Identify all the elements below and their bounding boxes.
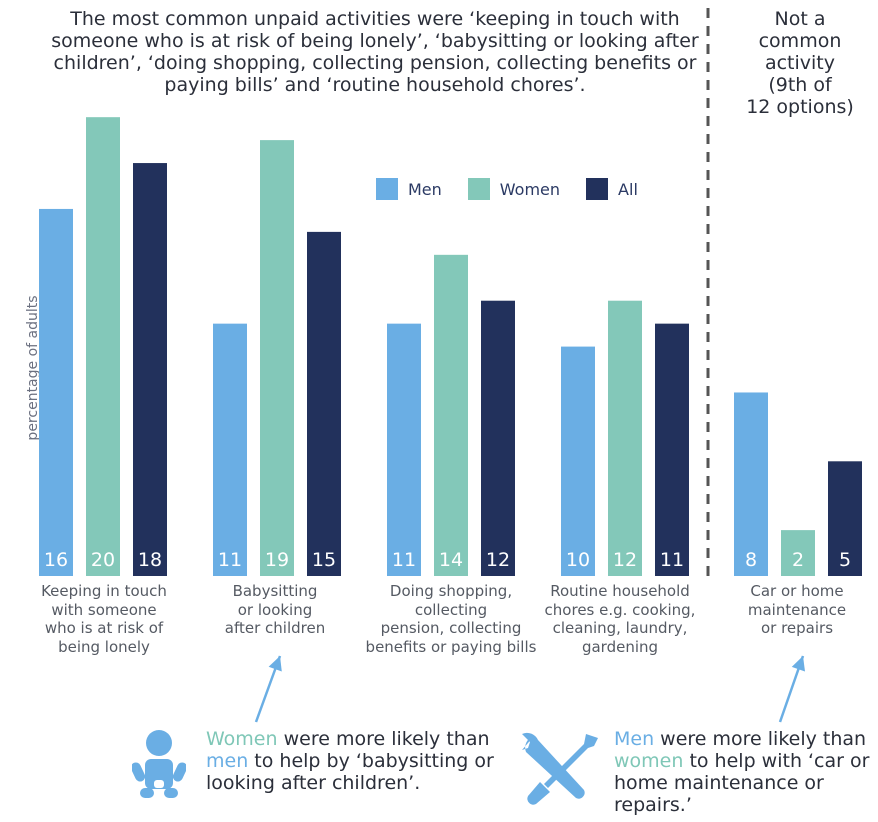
- bar-value-label: 18: [138, 549, 162, 571]
- bar-men: [387, 323, 421, 576]
- legend-swatch-women: [467, 178, 490, 200]
- callout-highlight-women: Women: [206, 728, 278, 750]
- bar-women: [781, 530, 815, 576]
- baby-icon: [132, 730, 186, 798]
- category-label: Babysitting or looking after children: [224, 582, 326, 637]
- women-callout: Women were more likely than men to help …: [206, 728, 496, 794]
- callout-text: to help with ‘car or home maintenance or…: [614, 750, 870, 816]
- bar-value-label: 11: [660, 549, 684, 571]
- bar-value-label: 2: [792, 549, 804, 571]
- legend-item-women: Women: [467, 178, 561, 200]
- bar-value-label: 5: [839, 549, 851, 571]
- callout-highlight-men: men: [206, 750, 249, 772]
- bar-women: [434, 254, 468, 576]
- bar-value-label: 12: [486, 549, 510, 571]
- callout-highlight-men: Men: [614, 728, 655, 750]
- bar-men: [734, 392, 768, 576]
- category-label: Routine household chores e.g. cooking, c…: [544, 582, 696, 656]
- bar-value-label: 20: [91, 549, 115, 571]
- callout-text: were more likely than: [277, 728, 490, 750]
- men-callout: Men were more likely than women to help …: [614, 728, 870, 816]
- callout-arrow: [778, 655, 806, 723]
- side-note-line: Not a: [774, 8, 826, 30]
- bar-women: [86, 117, 120, 577]
- bar-women: [608, 300, 642, 576]
- side-note: Not a common activity (9th of 12 options…: [730, 8, 870, 118]
- category-label: Doing shopping, collecting pension, coll…: [365, 582, 537, 656]
- side-note-line: common: [758, 30, 842, 52]
- bar-value-label: 11: [392, 549, 416, 571]
- side-note-line: (9th of: [768, 74, 832, 96]
- legend-item-men: Men: [376, 178, 442, 200]
- tools-icon: [522, 732, 598, 805]
- side-note-line: 12 options): [746, 96, 854, 118]
- bar-value-label: 10: [566, 549, 590, 571]
- callout-arrow: [254, 655, 282, 723]
- legend-item-all: All: [586, 178, 638, 200]
- category-label: Car or home maintenance or repairs: [747, 582, 847, 637]
- bar-value-label: 15: [312, 549, 336, 571]
- bar-all: [481, 300, 515, 576]
- callout-text: were more likely than: [654, 728, 867, 750]
- bar-women: [260, 140, 294, 576]
- chart-title: The most common unpaid activities were ‘…: [51, 8, 699, 96]
- legend-swatch-men: [376, 178, 398, 200]
- bar-all: [828, 461, 862, 576]
- bar-men: [39, 208, 73, 577]
- bar-value-label: 11: [218, 549, 242, 571]
- bar-value-label: 8: [745, 549, 757, 571]
- bar-value-label: 14: [439, 549, 463, 571]
- bar-value-label: 12: [613, 549, 637, 571]
- legend-swatch-all: [586, 178, 609, 200]
- bar-all: [133, 163, 167, 576]
- callout-highlight-women: women: [614, 750, 684, 772]
- legend: Men Women All: [376, 178, 638, 200]
- bar-all: [307, 231, 341, 576]
- callout-text: to help by ‘babysitting or looking after…: [206, 750, 494, 794]
- bar-all: [655, 323, 689, 576]
- legend-label-men: Men: [408, 179, 442, 199]
- category-label: Keeping in touch with someone who is at …: [41, 582, 167, 656]
- legend-label-women: Women: [499, 179, 561, 199]
- bar-value-label: 16: [44, 549, 68, 571]
- bar-men: [561, 346, 595, 576]
- bar-value-label: 19: [265, 549, 289, 571]
- side-note-line: activity: [764, 52, 836, 74]
- legend-label-all: All: [618, 179, 638, 199]
- bar-men: [213, 323, 247, 576]
